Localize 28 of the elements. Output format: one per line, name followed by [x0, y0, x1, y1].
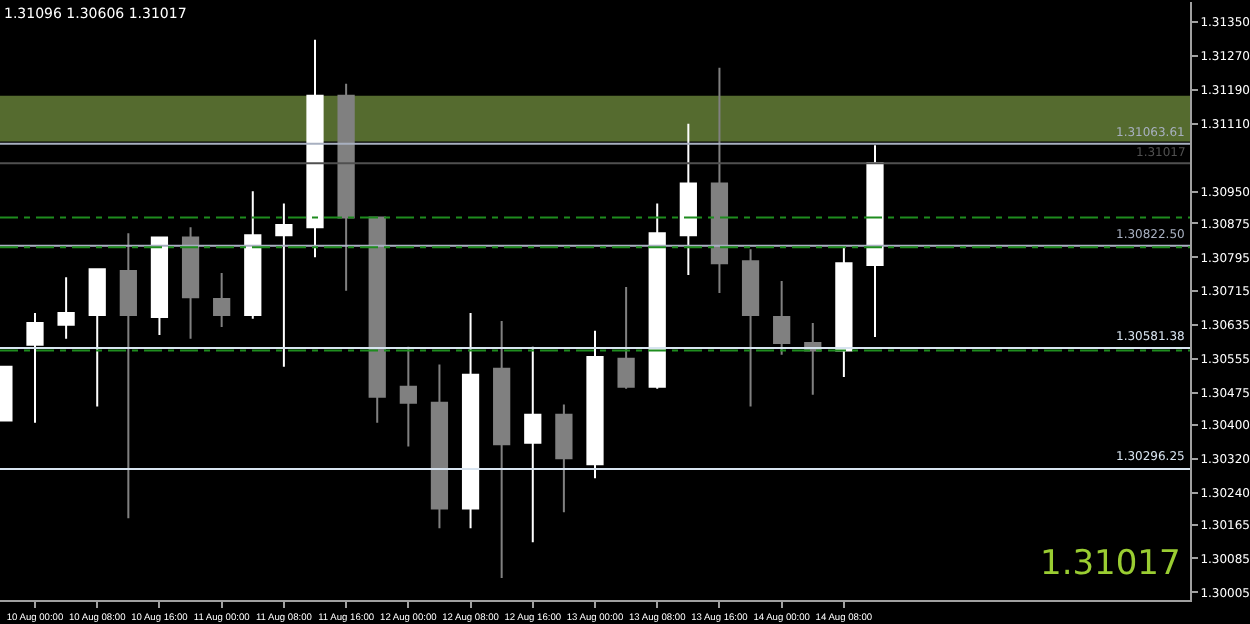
- candlestick: [150, 236, 169, 336]
- candlestick: [119, 232, 137, 520]
- candlestick: [213, 272, 231, 328]
- candlestick: [306, 38, 324, 259]
- candlestick: [866, 144, 884, 339]
- candlestick: [493, 319, 511, 579]
- candlestick: [555, 403, 573, 514]
- candlestick: [773, 280, 791, 356]
- candlestick: [461, 311, 480, 530]
- candlestick: [524, 345, 542, 544]
- candlestick: [835, 244, 853, 378]
- candlestick: [741, 248, 760, 408]
- candlestick: [26, 311, 44, 424]
- candlestick: [399, 345, 417, 448]
- candlestick: [430, 363, 449, 530]
- candlestick: [710, 66, 729, 294]
- candlestick: [617, 286, 635, 390]
- candlestick: [57, 276, 75, 340]
- candlestick: [275, 202, 293, 368]
- candlestick: [586, 329, 604, 480]
- candlestick: [337, 82, 355, 292]
- candlestick: [679, 122, 697, 277]
- candlestick: [368, 216, 386, 424]
- candlestick: [244, 190, 262, 320]
- candlestick: [88, 268, 106, 408]
- candlestick: [648, 202, 666, 390]
- annotation: 1.31017: [1040, 544, 1181, 584]
- candlestick: [181, 226, 200, 340]
